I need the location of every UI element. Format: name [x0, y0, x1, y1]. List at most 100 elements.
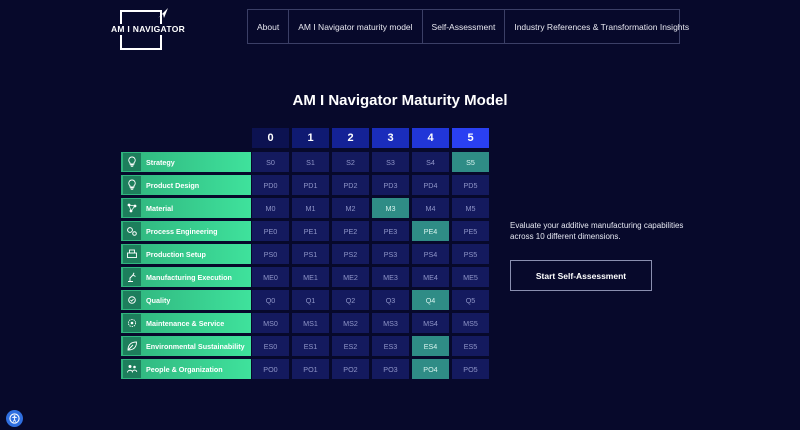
dimension-label: Strategy	[146, 157, 175, 167]
people-icon	[123, 360, 141, 378]
dimension-label: Quality	[146, 295, 171, 305]
maturity-cell-q2[interactable]: Q2	[332, 290, 369, 310]
dimension-maintenance-and-service[interactable]: Maintenance & Service	[121, 313, 251, 333]
dimension-label: Production Setup	[146, 249, 206, 259]
maturity-cell-me1[interactable]: ME1	[292, 267, 329, 287]
maturity-cell-po1[interactable]: PO1	[292, 359, 329, 379]
maturity-cell-me4[interactable]: ME4	[412, 267, 449, 287]
dimension-quality[interactable]: Quality	[121, 290, 251, 310]
lightbulb-icon	[123, 153, 141, 171]
maturity-cell-pe4[interactable]: PE4	[412, 221, 449, 241]
maturity-cell-ms1[interactable]: MS1	[292, 313, 329, 333]
nav-self-assessment[interactable]: Self-Assessment	[423, 10, 506, 43]
level-header-4: 4	[412, 128, 449, 148]
maturity-cell-es2[interactable]: ES2	[332, 336, 369, 356]
dimension-label: Environmental Sustainability	[146, 341, 245, 351]
dimension-material[interactable]: Material	[121, 198, 251, 218]
maturity-cell-s3[interactable]: S3	[372, 152, 409, 172]
navigator-arrow-icon	[158, 8, 168, 18]
maturity-cell-es5[interactable]: ES5	[452, 336, 489, 356]
maturity-cell-ms2[interactable]: MS2	[332, 313, 369, 333]
maturity-cell-es4[interactable]: ES4	[412, 336, 449, 356]
maturity-cell-ps2[interactable]: PS2	[332, 244, 369, 264]
maturity-cell-m5[interactable]: M5	[452, 198, 489, 218]
robot-arm-icon	[123, 268, 141, 286]
maturity-cell-po2[interactable]: PO2	[332, 359, 369, 379]
maturity-cell-po5[interactable]: PO5	[452, 359, 489, 379]
maturity-cell-pe5[interactable]: PE5	[452, 221, 489, 241]
quality-gear-icon	[123, 291, 141, 309]
nav-industry-references[interactable]: Industry References & Transformation Ins…	[514, 21, 690, 32]
maturity-cell-ps3[interactable]: PS3	[372, 244, 409, 264]
dimension-label: Maintenance & Service	[146, 318, 225, 328]
description-text: Evaluate your additive manufacturing cap…	[510, 221, 684, 241]
nav-maturity-model[interactable]: AM I Navigator maturity model	[289, 10, 423, 43]
maturity-cell-es0[interactable]: ES0	[252, 336, 289, 356]
level-header-3: 3	[372, 128, 409, 148]
dimension-label: Process Engineering	[146, 226, 218, 236]
maturity-cell-s4[interactable]: S4	[412, 152, 449, 172]
maturity-cell-s2[interactable]: S2	[332, 152, 369, 172]
maturity-cell-es3[interactable]: ES3	[372, 336, 409, 356]
dimension-label: People & Organization	[146, 364, 223, 374]
maturity-cell-me0[interactable]: ME0	[252, 267, 289, 287]
level-header-2: 2	[332, 128, 369, 148]
maturity-cell-ps0[interactable]: PS0	[252, 244, 289, 264]
maturity-cell-pd5[interactable]: PD5	[452, 175, 489, 195]
dimension-environmental-sustainability[interactable]: Environmental Sustainability	[121, 336, 251, 356]
site-logo[interactable]: AM I NAVIGATOR	[110, 8, 186, 52]
maturity-cell-pd1[interactable]: PD1	[292, 175, 329, 195]
maturity-cell-m0[interactable]: M0	[252, 198, 289, 218]
maturity-cell-po0[interactable]: PO0	[252, 359, 289, 379]
maturity-cell-me3[interactable]: ME3	[372, 267, 409, 287]
maturity-cell-pe0[interactable]: PE0	[252, 221, 289, 241]
maturity-cell-pd3[interactable]: PD3	[372, 175, 409, 195]
maturity-cell-ms3[interactable]: MS3	[372, 313, 409, 333]
maturity-cell-q1[interactable]: Q1	[292, 290, 329, 310]
dimension-process-engineering[interactable]: Process Engineering	[121, 221, 251, 241]
maturity-cell-pe2[interactable]: PE2	[332, 221, 369, 241]
maturity-cell-pd0[interactable]: PD0	[252, 175, 289, 195]
maturity-cell-ps5[interactable]: PS5	[452, 244, 489, 264]
leaf-recycle-icon	[123, 337, 141, 355]
maturity-cell-ms0[interactable]: MS0	[252, 313, 289, 333]
dimension-people-and-organization[interactable]: People & Organization	[121, 359, 251, 379]
maturity-cell-me5[interactable]: ME5	[452, 267, 489, 287]
maturity-cell-m4[interactable]: M4	[412, 198, 449, 218]
accessibility-icon	[9, 413, 20, 424]
nav-about[interactable]: About	[248, 10, 290, 43]
maturity-cell-ms4[interactable]: MS4	[412, 313, 449, 333]
maturity-cell-ps1[interactable]: PS1	[292, 244, 329, 264]
maturity-cell-q4[interactable]: Q4	[412, 290, 449, 310]
maturity-cell-s5[interactable]: S5	[452, 152, 489, 172]
dimension-strategy[interactable]: Strategy	[121, 152, 251, 172]
maturity-cell-ps4[interactable]: PS4	[412, 244, 449, 264]
maturity-cell-q3[interactable]: Q3	[372, 290, 409, 310]
maturity-cell-po3[interactable]: PO3	[372, 359, 409, 379]
lightbulb-icon	[123, 176, 141, 194]
accessibility-button[interactable]	[6, 410, 23, 427]
maturity-cell-s0[interactable]: S0	[252, 152, 289, 172]
maturity-cell-q5[interactable]: Q5	[452, 290, 489, 310]
maturity-cell-m1[interactable]: M1	[292, 198, 329, 218]
maturity-cell-pe1[interactable]: PE1	[292, 221, 329, 241]
maturity-cell-pe3[interactable]: PE3	[372, 221, 409, 241]
maturity-cell-s1[interactable]: S1	[292, 152, 329, 172]
maturity-cell-pd2[interactable]: PD2	[332, 175, 369, 195]
dimension-product-design[interactable]: Product Design	[121, 175, 251, 195]
dimension-manufacturing-execution[interactable]: Manufacturing Execution	[121, 267, 251, 287]
maturity-cell-es1[interactable]: ES1	[292, 336, 329, 356]
start-self-assessment-button[interactable]: Start Self-Assessment	[510, 260, 652, 291]
maturity-cell-m2[interactable]: M2	[332, 198, 369, 218]
maturity-cell-q0[interactable]: Q0	[252, 290, 289, 310]
dimension-production-setup[interactable]: Production Setup	[121, 244, 251, 264]
maturity-cell-ms5[interactable]: MS5	[452, 313, 489, 333]
maturity-cell-pd4[interactable]: PD4	[412, 175, 449, 195]
page-title: AM I Navigator Maturity Model	[292, 92, 508, 109]
maturity-cell-me2[interactable]: ME2	[332, 267, 369, 287]
dimension-label: Manufacturing Execution	[146, 272, 232, 282]
dimension-label: Material	[146, 203, 174, 213]
maturity-cell-m3[interactable]: M3	[372, 198, 409, 218]
gears-icon	[123, 222, 141, 240]
maturity-cell-po4[interactable]: PO4	[412, 359, 449, 379]
